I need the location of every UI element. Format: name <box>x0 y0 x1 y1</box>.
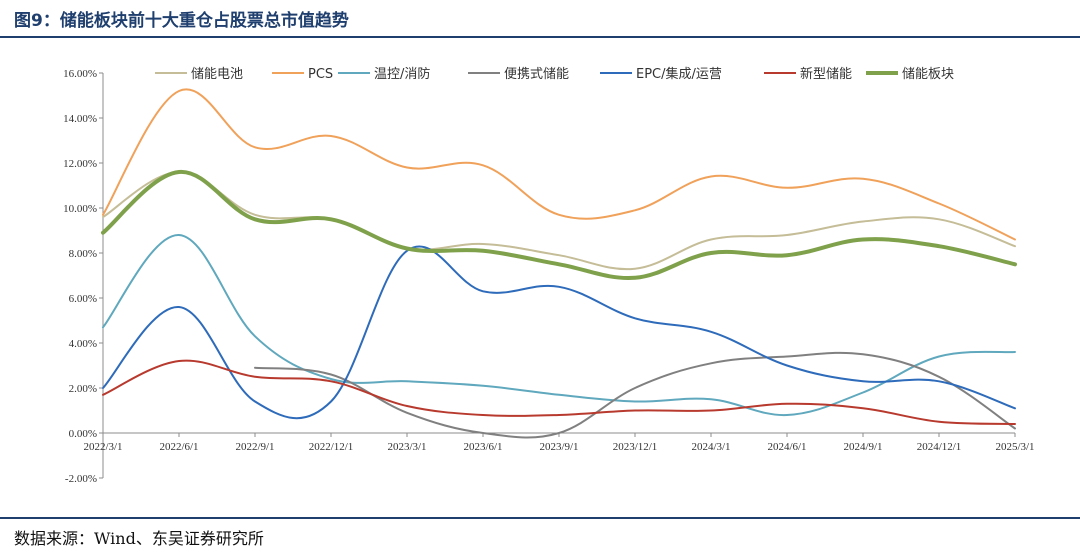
y-tick-label: 12.00% <box>63 158 97 170</box>
legend-label-new-storage: 新型储能 <box>800 66 852 82</box>
legend-label-thermal-fire: 温控/消防 <box>374 66 430 82</box>
top-divider <box>0 36 1080 38</box>
chart-legend: 储能电池 PCS 温控/消防 便携式储能 EPC/集成/运营 新型储能 储能板块 <box>155 66 954 82</box>
chart-axes: -2.00% 0.00% 2.00% 4.00% 6.00% 8.00% 10.00% 12.… <box>63 68 1034 485</box>
x-tick-label: 2024/12/1 <box>917 441 962 453</box>
x-tick-label: 2022/12/1 <box>309 441 354 453</box>
series-line-pcs <box>102 88 1016 241</box>
series-line-portable <box>254 351 1016 439</box>
legend-label-epc-integration: EPC/集成/运营 <box>636 66 722 82</box>
legend-label-battery: 储能电池 <box>191 67 243 82</box>
y-tick-label: 2.00% <box>69 383 97 395</box>
x-tick-label: 2022/3/1 <box>83 441 122 453</box>
y-tick-label: 0.00% <box>69 428 97 440</box>
y-tick-label: -2.00% <box>65 473 97 485</box>
x-tick-label: 2023/3/1 <box>387 441 426 453</box>
series-line-sector-total <box>101 169 1017 281</box>
figure-title: 图9：储能板块前十大重仓占股票总市值趋势 <box>14 11 349 31</box>
x-tick-label: 2023/12/1 <box>613 441 658 453</box>
x-tick-label: 2023/9/1 <box>539 441 578 453</box>
legend-label-sector-total: 储能板块 <box>902 67 954 82</box>
x-tick-label: 2022/6/1 <box>159 441 198 453</box>
series-line-thermal-fire <box>102 233 1016 417</box>
series-line-new-storage <box>102 359 1016 425</box>
x-tick-label: 2023/6/1 <box>463 441 502 453</box>
legend-label-pcs: PCS <box>308 67 333 82</box>
x-tick-label: 2024/9/1 <box>843 441 882 453</box>
x-tick-label: 2022/9/1 <box>235 441 274 453</box>
y-tick-label: 16.00% <box>63 68 97 80</box>
y-tick-label: 8.00% <box>69 248 97 260</box>
x-tick-label: 2025/3/1 <box>995 441 1034 453</box>
y-tick-label: 6.00% <box>69 293 97 305</box>
source-note: 数据来源：Wind、东吴证券研究所 <box>14 529 264 548</box>
series-line-battery <box>102 170 1016 271</box>
line-chart: -2.00% 0.00% 2.00% 4.00% 6.00% 8.00% 10.00% 12.… <box>63 66 1034 485</box>
y-tick-label: 14.00% <box>63 113 97 125</box>
y-tick-label: 4.00% <box>69 338 97 350</box>
x-tick-label: 2024/6/1 <box>767 441 806 453</box>
chart-series <box>101 88 1017 439</box>
y-tick-label: 10.00% <box>63 203 97 215</box>
legend-label-portable: 便携式储能 <box>504 66 569 82</box>
x-tick-label: 2024/3/1 <box>691 441 730 453</box>
series-line-epc-integration <box>102 245 1016 420</box>
bottom-divider <box>0 517 1080 519</box>
